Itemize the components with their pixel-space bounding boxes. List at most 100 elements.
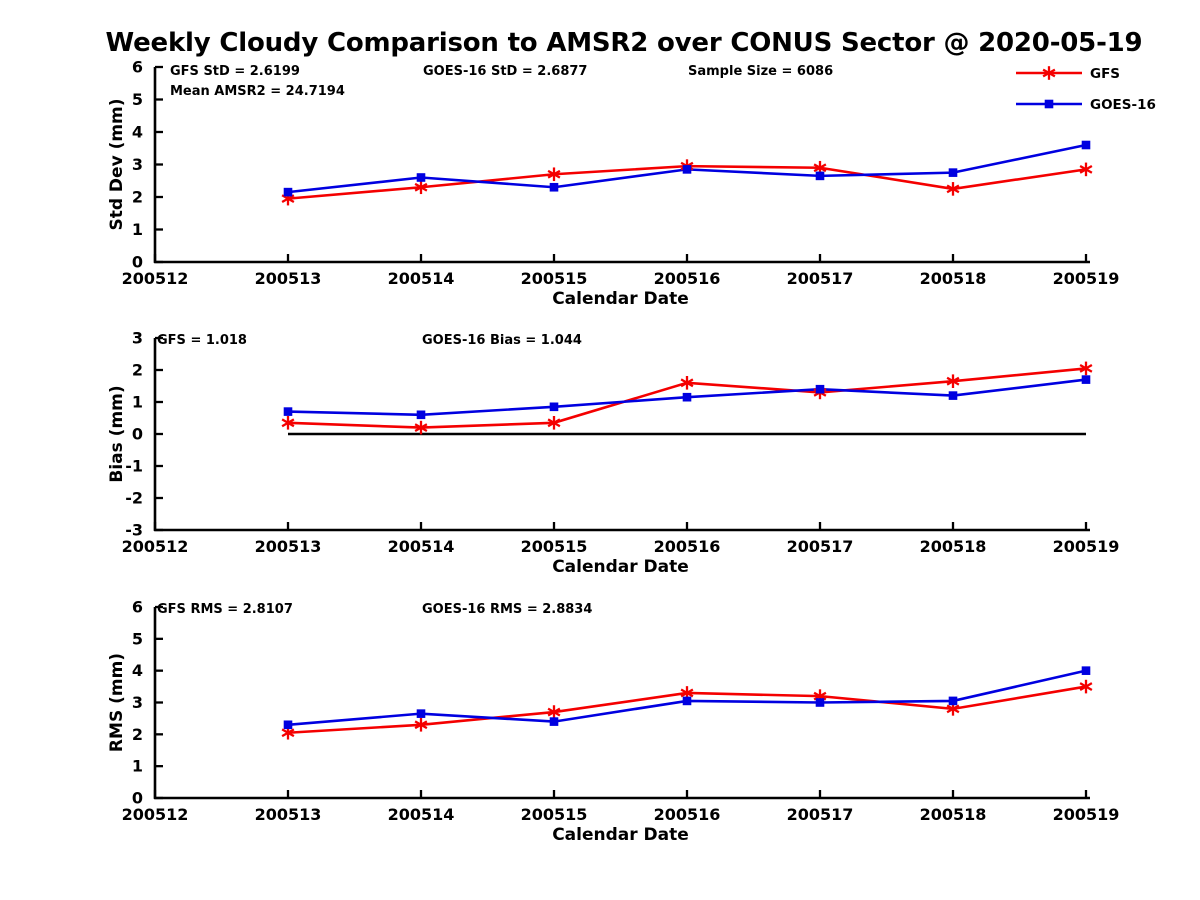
x-tick-label: 200517 <box>787 537 854 556</box>
square-marker <box>549 402 559 412</box>
asterisk-marker <box>1079 162 1093 177</box>
annotation: Mean AMSR2 = 24.7194 <box>170 84 345 99</box>
x-tick-label: 200518 <box>920 805 987 824</box>
y-tick-label: 4 <box>132 123 143 142</box>
asterisk-marker <box>1079 361 1093 376</box>
asterisk-marker <box>281 415 295 430</box>
asterisk-marker <box>414 180 428 195</box>
y-tick-label: 4 <box>132 661 143 680</box>
square-marker <box>1081 666 1091 675</box>
figure-title: Weekly Cloudy Comparison to AMSR2 over C… <box>105 28 1143 58</box>
legend: GFS GOES-16 <box>1016 66 1156 113</box>
y-tick-label: 6 <box>132 598 143 617</box>
y-tick-label: 3 <box>132 329 143 348</box>
legend-label: GFS <box>1090 66 1120 82</box>
square-marker <box>416 410 426 420</box>
annotation: GFS = 1.018 <box>157 333 247 348</box>
x-tick-label: 200513 <box>255 805 322 824</box>
annotation: Sample Size = 6086 <box>688 64 833 79</box>
square-marker <box>948 696 958 706</box>
annotation: GOES-16 StD = 2.6877 <box>423 64 587 79</box>
square-marker <box>549 182 559 192</box>
y-tick-label: 2 <box>132 361 143 380</box>
x-tick-label: 200515 <box>521 805 588 824</box>
annotation: GOES-16 Bias = 1.044 <box>422 333 582 348</box>
square-marker <box>815 171 825 181</box>
y-tick-label: 5 <box>132 90 143 109</box>
square-marker <box>1081 375 1091 384</box>
x-axis-title: Calendar Date <box>552 557 689 577</box>
annotation: GOES-16 RMS = 2.8834 <box>422 602 592 617</box>
square-marker <box>815 384 825 394</box>
x-tick-label: 200512 <box>122 269 189 288</box>
y-tick-label: 6 <box>132 58 143 77</box>
asterisk-marker <box>1079 679 1093 694</box>
x-tick-label: 200512 <box>122 537 189 556</box>
y-tick-label: 1 <box>132 757 143 776</box>
y-tick-label: 3 <box>132 155 143 174</box>
x-tick-label: 200516 <box>654 269 721 288</box>
x-tick-label: 200515 <box>521 537 588 556</box>
y-axis-title: RMS (mm) <box>107 653 127 752</box>
square-marker <box>815 698 825 707</box>
asterisk-marker <box>547 705 561 719</box>
square-marker <box>682 165 692 174</box>
asterisk-marker <box>946 182 960 196</box>
y-tick-label: -3 <box>125 521 143 540</box>
square-marker <box>1081 140 1091 150</box>
goes16-markers <box>283 666 1091 730</box>
y-tick-label: 0 <box>132 789 143 808</box>
legend-asterisk-marker <box>1042 66 1056 80</box>
asterisk-marker <box>946 374 960 389</box>
asterisk-marker <box>414 420 428 435</box>
square-marker <box>283 720 293 730</box>
x-tick-label: 200519 <box>1053 805 1120 824</box>
y-tick-label: -2 <box>125 489 143 508</box>
square-marker <box>283 187 293 197</box>
legend-square-marker <box>1044 99 1054 109</box>
y-tick-label: 2 <box>132 725 143 744</box>
x-tick-label: 200514 <box>388 805 455 824</box>
gfs-markers <box>281 679 1093 740</box>
x-tick-label: 200516 <box>654 805 721 824</box>
x-tick-label: 200513 <box>255 269 322 288</box>
y-tick-label: 5 <box>132 629 143 648</box>
x-axis-title: Calendar Date <box>552 825 689 845</box>
x-tick-label: 200517 <box>787 269 854 288</box>
y-axis-title: Std Dev (mm) <box>107 98 127 230</box>
x-tick-label: 200518 <box>920 269 987 288</box>
square-marker <box>416 173 426 182</box>
square-marker <box>283 407 293 416</box>
x-tick-label: 200519 <box>1053 269 1120 288</box>
y-tick-label: 0 <box>132 253 143 272</box>
asterisk-marker <box>547 415 561 430</box>
gfs-markers <box>281 361 1093 435</box>
square-marker <box>416 709 426 718</box>
y-tick-label: 3 <box>132 693 143 712</box>
bias-chart: -3 -2 -1 0 1 2 3 200512 200513 200514 200515 200516… <box>107 329 1119 578</box>
rms-chart: 0 1 2 3 4 5 6 200512 200513 200514 200515 200516 200… <box>107 598 1119 846</box>
y-tick-label: 2 <box>132 188 143 207</box>
y-tick-label: 1 <box>132 220 143 239</box>
square-marker <box>682 392 692 402</box>
x-tick-label: 200518 <box>920 537 987 556</box>
x-tick-label: 200514 <box>388 537 455 556</box>
annotation: GFS StD = 2.6199 <box>170 64 300 79</box>
std-dev-chart: 0 1 2 3 4 5 6 200512 200513 200514 200515 200516 200… <box>107 58 1119 310</box>
asterisk-marker <box>680 375 694 390</box>
x-tick-label: 200516 <box>654 537 721 556</box>
annotation: GFS RMS = 2.8107 <box>157 602 293 617</box>
square-marker <box>549 717 559 726</box>
asterisk-marker <box>547 167 561 182</box>
square-marker <box>948 391 958 400</box>
x-tick-label: 200512 <box>122 805 189 824</box>
square-marker <box>948 168 958 177</box>
square-marker <box>682 696 692 706</box>
x-axis-title: Calendar Date <box>552 289 689 309</box>
goes16-markers <box>283 140 1091 197</box>
y-tick-label: 0 <box>132 425 143 444</box>
asterisk-marker <box>414 717 428 732</box>
y-axis-title: Bias (mm) <box>107 385 127 482</box>
x-tick-label: 200519 <box>1053 537 1120 556</box>
